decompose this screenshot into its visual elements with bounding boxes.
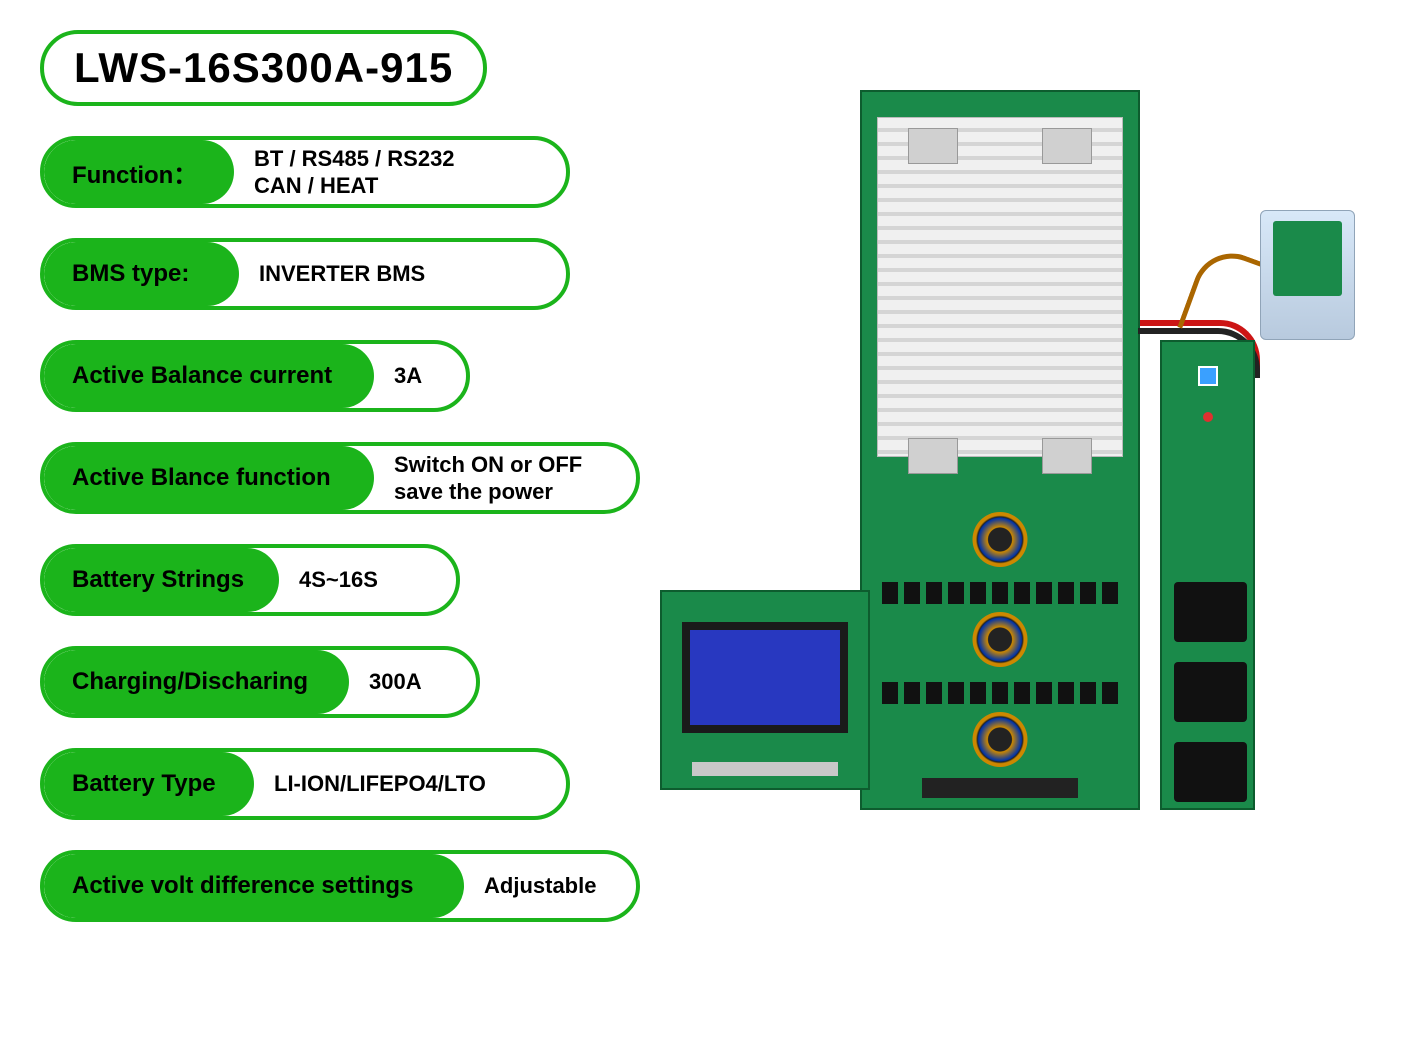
spec-label: Active volt difference settings (44, 854, 464, 918)
inductor-icon (973, 612, 1028, 667)
rj45-port (1174, 662, 1247, 722)
inductor-icon (973, 512, 1028, 567)
inductor-icon (973, 712, 1028, 767)
main-bms-board (860, 90, 1140, 810)
spec-row: Battery Strings4S~16S (40, 544, 460, 616)
spec-label: Battery Type (44, 752, 254, 816)
spec-value: 4S~16S (279, 566, 408, 594)
spec-label: Charging/Discharing (44, 650, 349, 714)
spec-value: INVERTER BMS (239, 260, 455, 288)
comm-board (1160, 340, 1255, 810)
spec-row: Active Balance current3A (40, 340, 470, 412)
spec-label: Battery Strings (44, 548, 279, 612)
heatsink (877, 117, 1123, 457)
rj45-port (1174, 742, 1247, 802)
product-image-area (660, 30, 1396, 1023)
spec-row: Active Blance functionSwitch ON or OFF s… (40, 442, 640, 514)
product-title: LWS-16S300A-915 (40, 30, 487, 106)
spec-value: 300A (349, 668, 452, 696)
lcd-module (660, 590, 870, 790)
spec-row: BMS type:INVERTER BMS (40, 238, 570, 310)
spec-row: Battery TypeLI-ION/LIFEPO4/LTO (40, 748, 570, 820)
spec-label: Function： (44, 140, 234, 204)
spec-value: LI-ION/LIFEPO4/LTO (254, 770, 516, 798)
lcd-screen (682, 622, 848, 733)
spec-column: LWS-16S300A-915 Function：BT / RS485 / RS… (40, 30, 640, 1023)
spec-value: Switch ON or OFF save the power (374, 451, 612, 506)
spec-label: Active Blance function (44, 446, 374, 510)
spec-label: Active Balance current (44, 344, 374, 408)
spec-label: BMS type: (44, 242, 239, 306)
rj45-port (1174, 582, 1247, 642)
spec-value: 3A (374, 362, 452, 390)
bluetooth-dongle (1260, 210, 1355, 340)
spec-row: Active volt difference settingsAdjustabl… (40, 850, 640, 922)
spec-value: BT / RS485 / RS232 CAN / HEAT (234, 145, 485, 200)
spec-row: Charging/Discharing300A (40, 646, 480, 718)
spec-row: Function：BT / RS485 / RS232 CAN / HEAT (40, 136, 570, 208)
spec-value: Adjustable (464, 872, 626, 900)
